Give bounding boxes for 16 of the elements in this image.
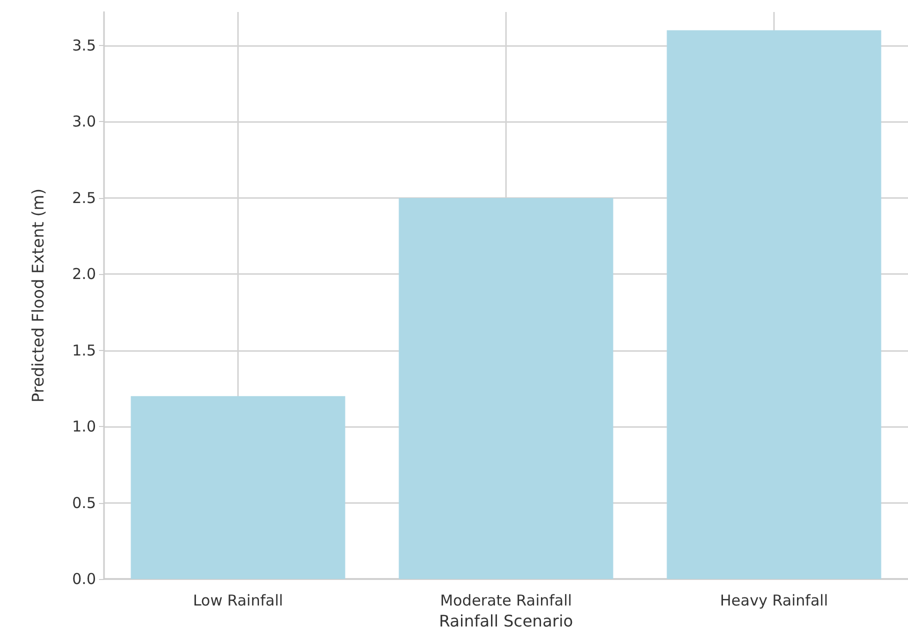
y-tick-label: 1.5: [72, 341, 96, 360]
x-tick-label: Moderate Rainfall: [440, 592, 572, 610]
bar: [666, 30, 882, 579]
x-tick-label: Heavy Rainfall: [720, 592, 828, 610]
y-tick-label: 2.0: [72, 265, 96, 284]
y-tick-label: 1.0: [72, 418, 96, 436]
bar: [130, 396, 346, 579]
y-tick-label: 3.0: [72, 112, 96, 131]
y-tick-label: 2.5: [72, 188, 96, 207]
x-tick-label: Low Rainfall: [192, 592, 284, 610]
y-tick-label: 3.5: [72, 36, 96, 55]
y-tick-label: 0.5: [72, 494, 96, 512]
y-tick-label: 0.0: [72, 570, 96, 588]
x-axis-title: Rainfall Scenario: [438, 611, 574, 630]
bar: [398, 198, 614, 579]
y-axis-title: Predicted Flood Extent (m): [28, 188, 48, 402]
